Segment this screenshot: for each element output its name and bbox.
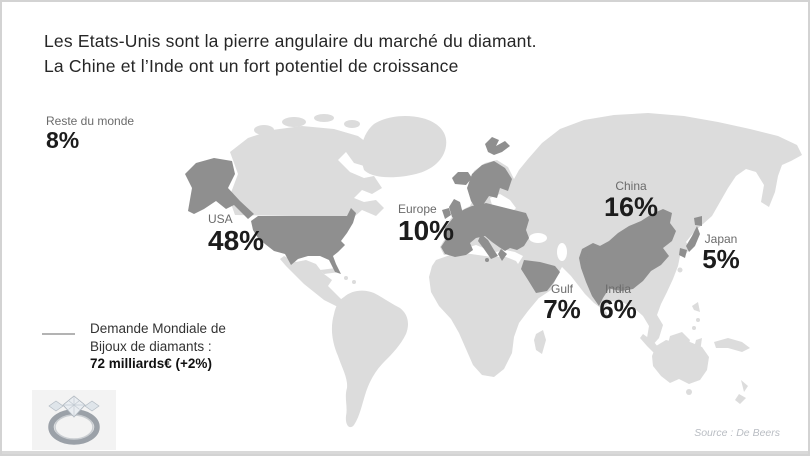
- region-value: 8%: [46, 127, 80, 153]
- region-value: 5%: [702, 244, 740, 274]
- map-region-alaska: [185, 158, 254, 219]
- ring-stone-facets: [63, 396, 85, 417]
- legend-line: [42, 333, 75, 335]
- region-value: 48%: [208, 225, 265, 256]
- region-name: Japan: [704, 232, 738, 246]
- map-land-south-america: [331, 290, 408, 428]
- legend-text: Demande Mondiale de Bijoux de diamants :…: [90, 320, 226, 373]
- map-land-arctic-island: [254, 125, 274, 135]
- map-land-canada: [229, 126, 384, 217]
- map-land-central-america: [280, 256, 350, 313]
- region-label-india: India 6%: [595, 282, 641, 323]
- region-label-china: China 16%: [602, 179, 660, 221]
- map-region-greece: [498, 249, 507, 261]
- map-land-philippines-island: [692, 326, 696, 330]
- map-region-china: [585, 209, 676, 291]
- legend-line-3: 72 milliards€ (+2%): [90, 356, 212, 371]
- map-land-hainan: [655, 292, 659, 296]
- map-land-philippines-island: [696, 318, 700, 322]
- map-land-greenland: [361, 116, 447, 178]
- region-label-japan: Japan 5%: [698, 232, 744, 273]
- map-region-iceland: [452, 172, 472, 185]
- map-land-new-guinea: [714, 338, 750, 352]
- map-region-sicily: [485, 258, 489, 262]
- map-land-arctic-island: [314, 114, 334, 122]
- map-land-caribbean-island: [344, 276, 348, 280]
- region-value: 7%: [543, 294, 581, 324]
- ring-side-stone-left: [48, 400, 64, 412]
- legend-line-1: Demande Mondiale de: [90, 321, 226, 336]
- map-land-australia: [652, 338, 709, 384]
- map-land-tasmania: [686, 389, 692, 395]
- map-region-japan-kyushu: [679, 248, 687, 258]
- map-sea-caspian: [557, 243, 567, 261]
- map-region-svalbard: [485, 137, 510, 155]
- title-line-1: Les Etats-Unis sont la pierre angulaire …: [44, 31, 537, 51]
- map-land-new-zealand: [741, 380, 748, 392]
- region-name: Reste du monde: [46, 114, 135, 128]
- region-name: Gulf: [550, 282, 573, 296]
- title-line-2: La Chine et l’Inde ont un fort potentiel…: [44, 55, 459, 76]
- map-region-japan-honshu: [686, 226, 700, 252]
- region-value: 16%: [603, 192, 659, 222]
- region-name: India: [604, 282, 632, 296]
- map-land-new-zealand: [735, 394, 746, 404]
- map-land-eurasia: [440, 113, 802, 347]
- diamond-ring-image: [32, 390, 116, 450]
- footer-rule: [2, 451, 808, 454]
- map-sea-black-sea: [529, 233, 547, 243]
- map-region-italy: [478, 234, 498, 259]
- region-label-usa: USA 48%: [208, 212, 264, 255]
- region-name: USA: [208, 212, 233, 226]
- map-land-sri-lanka: [601, 311, 607, 317]
- map-region-gulf: [521, 260, 560, 293]
- source-text: Source : De Beers: [694, 427, 780, 439]
- region-name: Europe: [398, 202, 437, 216]
- page-title: Les Etats-Unis sont la pierre angulaire …: [44, 29, 537, 78]
- region-label-gulf: Gulf 7%: [538, 282, 586, 323]
- map-land-africa: [429, 253, 545, 377]
- map-land-philippines: [692, 302, 700, 312]
- map-land-arctic-island: [344, 120, 360, 128]
- map-land-taiwan: [677, 267, 683, 273]
- map-land-caribbean-island: [352, 280, 356, 284]
- region-value: 10%: [398, 215, 455, 246]
- map-region-scandinavia: [467, 161, 512, 209]
- region-label-europe: Europe 10%: [398, 202, 454, 245]
- map-land-arctic-island: [282, 117, 306, 127]
- map-region-uk: [449, 199, 464, 221]
- map-land-madagascar: [534, 330, 546, 354]
- legend-line-2: Bijoux de diamants :: [90, 338, 212, 354]
- region-value: 6%: [599, 294, 637, 324]
- map-region-ireland: [442, 208, 451, 219]
- region-name: China: [615, 179, 647, 193]
- ring-side-stone-right: [84, 400, 100, 412]
- map-region-usa: [251, 208, 356, 274]
- region-label-reste-du-monde: Reste du monde 8%: [46, 114, 134, 152]
- map-region-japan-hokkaido: [694, 216, 702, 226]
